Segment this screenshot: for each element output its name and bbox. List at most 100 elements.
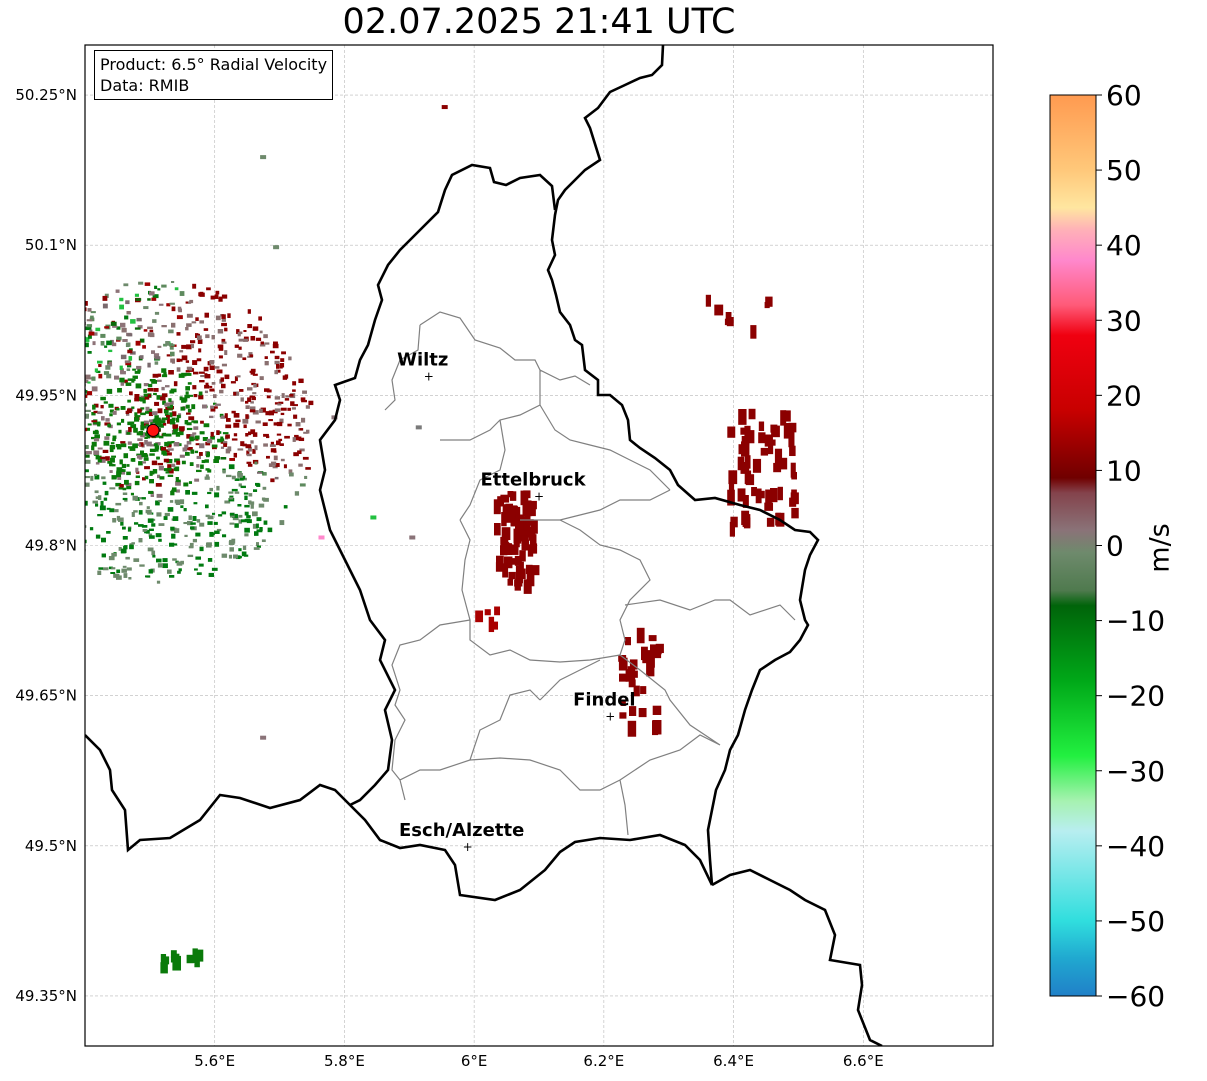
- isolated-echo: [260, 735, 267, 740]
- clutter-echo: [14, 495, 19, 500]
- clutter-echo: [76, 558, 82, 561]
- clutter-echo: [159, 435, 164, 439]
- precip-echo: [525, 519, 534, 526]
- clutter-echo: [252, 511, 258, 517]
- clutter-echo: [75, 430, 80, 435]
- clutter-echo: [268, 410, 274, 416]
- clutter-echo: [149, 291, 155, 296]
- clutter-echo: [188, 367, 193, 371]
- clutter-echo: [98, 364, 102, 368]
- clutter-echo: [101, 553, 106, 558]
- clutter-echo: [64, 376, 67, 381]
- clutter-echo: [165, 471, 170, 474]
- clutter-echo: [129, 421, 135, 425]
- clutter-echo: [186, 422, 192, 426]
- clutter-echo: [120, 381, 125, 386]
- clutter-echo: [38, 364, 41, 367]
- clutter-echo: [195, 556, 202, 560]
- clutter-echo: [137, 325, 143, 329]
- clutter-echo: [190, 522, 196, 525]
- clutter-echo: [193, 371, 199, 375]
- clutter-echo: [127, 527, 132, 532]
- clutter-echo: [62, 486, 65, 490]
- clutter-echo: [155, 533, 162, 538]
- clutter-echo: [169, 400, 174, 405]
- clutter-echo: [30, 481, 35, 484]
- clutter-echo: [204, 312, 210, 318]
- clutter-echo: [187, 408, 192, 413]
- clutter-echo: [255, 337, 262, 341]
- clutter-echo: [200, 375, 205, 378]
- clutter-echo: [73, 314, 78, 317]
- clutter-echo: [220, 436, 224, 440]
- clutter-echo: [196, 464, 200, 468]
- clutter-echo: [105, 365, 111, 370]
- precip-echo: [741, 436, 750, 446]
- clutter-echo: [59, 353, 64, 356]
- clutter-echo: [175, 466, 180, 472]
- clutter-echo: [102, 481, 107, 485]
- clutter-echo: [185, 301, 191, 304]
- clutter-echo: [270, 478, 275, 483]
- clutter-echo: [48, 361, 54, 363]
- clutter-echo: [104, 326, 110, 329]
- clutter-echo: [146, 441, 152, 447]
- clutter-echo: [157, 288, 161, 291]
- clutter-echo: [95, 327, 101, 332]
- clutter-echo: [176, 367, 181, 372]
- clutter-echo: [92, 341, 96, 346]
- clutter-echo: [156, 580, 161, 584]
- clutter-echo: [142, 477, 146, 481]
- clutter-echo: [135, 298, 142, 301]
- precip-echo: [727, 426, 736, 438]
- clutter-echo: [246, 515, 251, 519]
- clutter-echo: [217, 438, 223, 443]
- clutter-echo: [249, 395, 256, 398]
- clutter-echo: [139, 497, 143, 500]
- clutter-echo: [22, 490, 27, 494]
- clutter-echo: [140, 421, 144, 427]
- clutter-echo: [185, 391, 189, 395]
- clutter-echo: [299, 428, 303, 431]
- clutter-echo: [161, 450, 167, 455]
- clutter-echo: [33, 331, 37, 336]
- clutter-echo: [85, 409, 91, 412]
- clutter-echo: [135, 475, 140, 479]
- precip-echo: [791, 507, 799, 519]
- clutter-echo: [153, 443, 158, 447]
- clutter-echo: [98, 373, 103, 379]
- clutter-echo: [40, 469, 45, 474]
- clutter-echo: [181, 460, 186, 465]
- clutter-echo: [151, 460, 158, 466]
- precip-echo: [632, 670, 638, 678]
- clutter-echo: [47, 472, 51, 475]
- clutter-echo: [134, 480, 140, 486]
- precip-echo: [520, 525, 527, 542]
- clutter-echo: [221, 294, 228, 299]
- precip-echo: [784, 410, 791, 422]
- clutter-echo: [139, 338, 145, 343]
- clutter-echo: [300, 397, 306, 401]
- clutter-echo: [120, 441, 126, 444]
- clutter-echo: [109, 487, 116, 490]
- clutter-echo: [68, 313, 73, 317]
- clutter-echo: [215, 290, 220, 295]
- clutter-echo: [112, 518, 117, 523]
- precip-echo: [728, 478, 735, 494]
- clutter-echo: [192, 360, 198, 365]
- precip-echo: [714, 304, 724, 316]
- clutter-echo: [154, 285, 158, 290]
- precip-echo: [728, 470, 738, 485]
- clutter-echo: [284, 398, 290, 401]
- clutter-echo: [139, 442, 144, 447]
- clutter-echo: [195, 333, 199, 338]
- clutter-echo: [280, 358, 285, 362]
- clutter-echo: [240, 485, 246, 489]
- clutter-echo: [119, 304, 125, 310]
- clutter-echo: [205, 441, 211, 446]
- precip-echo: [743, 517, 751, 529]
- clutter-echo: [198, 391, 203, 396]
- clutter-echo: [122, 565, 127, 568]
- clutter-echo: [97, 447, 103, 450]
- city-label: Findel: [573, 690, 636, 711]
